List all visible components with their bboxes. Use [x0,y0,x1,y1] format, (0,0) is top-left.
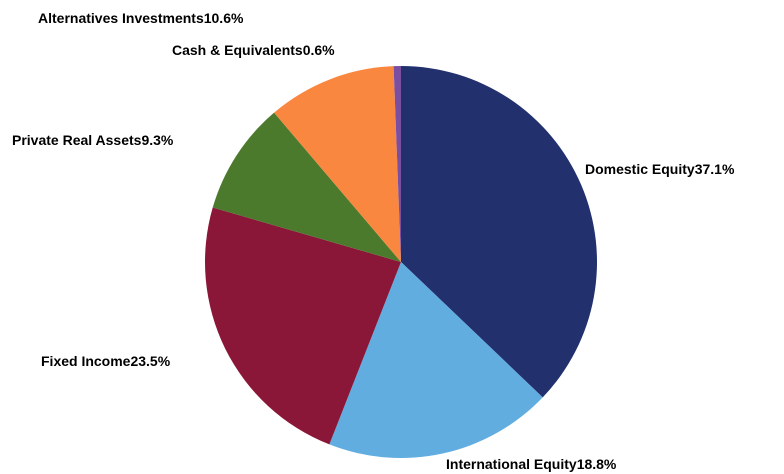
slice-label: Alternatives Investments10.6% [38,10,244,26]
slice-label: International Equity18.8% [446,456,617,472]
value-label: 23.5% [130,353,170,369]
pie-slice [393,66,401,262]
pie-slice [204,207,401,445]
slice-label: Cash & Equivalents0.6% [172,42,335,58]
value-label: 0.6% [303,42,335,58]
category-label: Alternatives Investments [38,10,204,26]
category-label: Domestic Equity [585,161,695,177]
value-label: 10.6% [204,10,244,26]
pie-slice [212,112,401,263]
category-label: Private Real Assets [12,132,142,148]
slice-label: Private Real Assets9.3% [12,132,174,148]
value-label: 37.1% [695,161,735,177]
pie-slice [329,262,543,459]
value-label: 18.8% [577,456,617,472]
slice-label: Domestic Equity37.1% [585,161,735,177]
value-label: 9.3% [141,132,173,148]
category-label: Cash & Equivalents [172,42,303,58]
pie-slice [401,66,597,398]
pie-slice [274,66,401,262]
category-label: International Equity [446,456,577,472]
slice-label: Fixed Income23.5% [41,353,171,369]
category-label: Fixed Income [41,353,131,369]
